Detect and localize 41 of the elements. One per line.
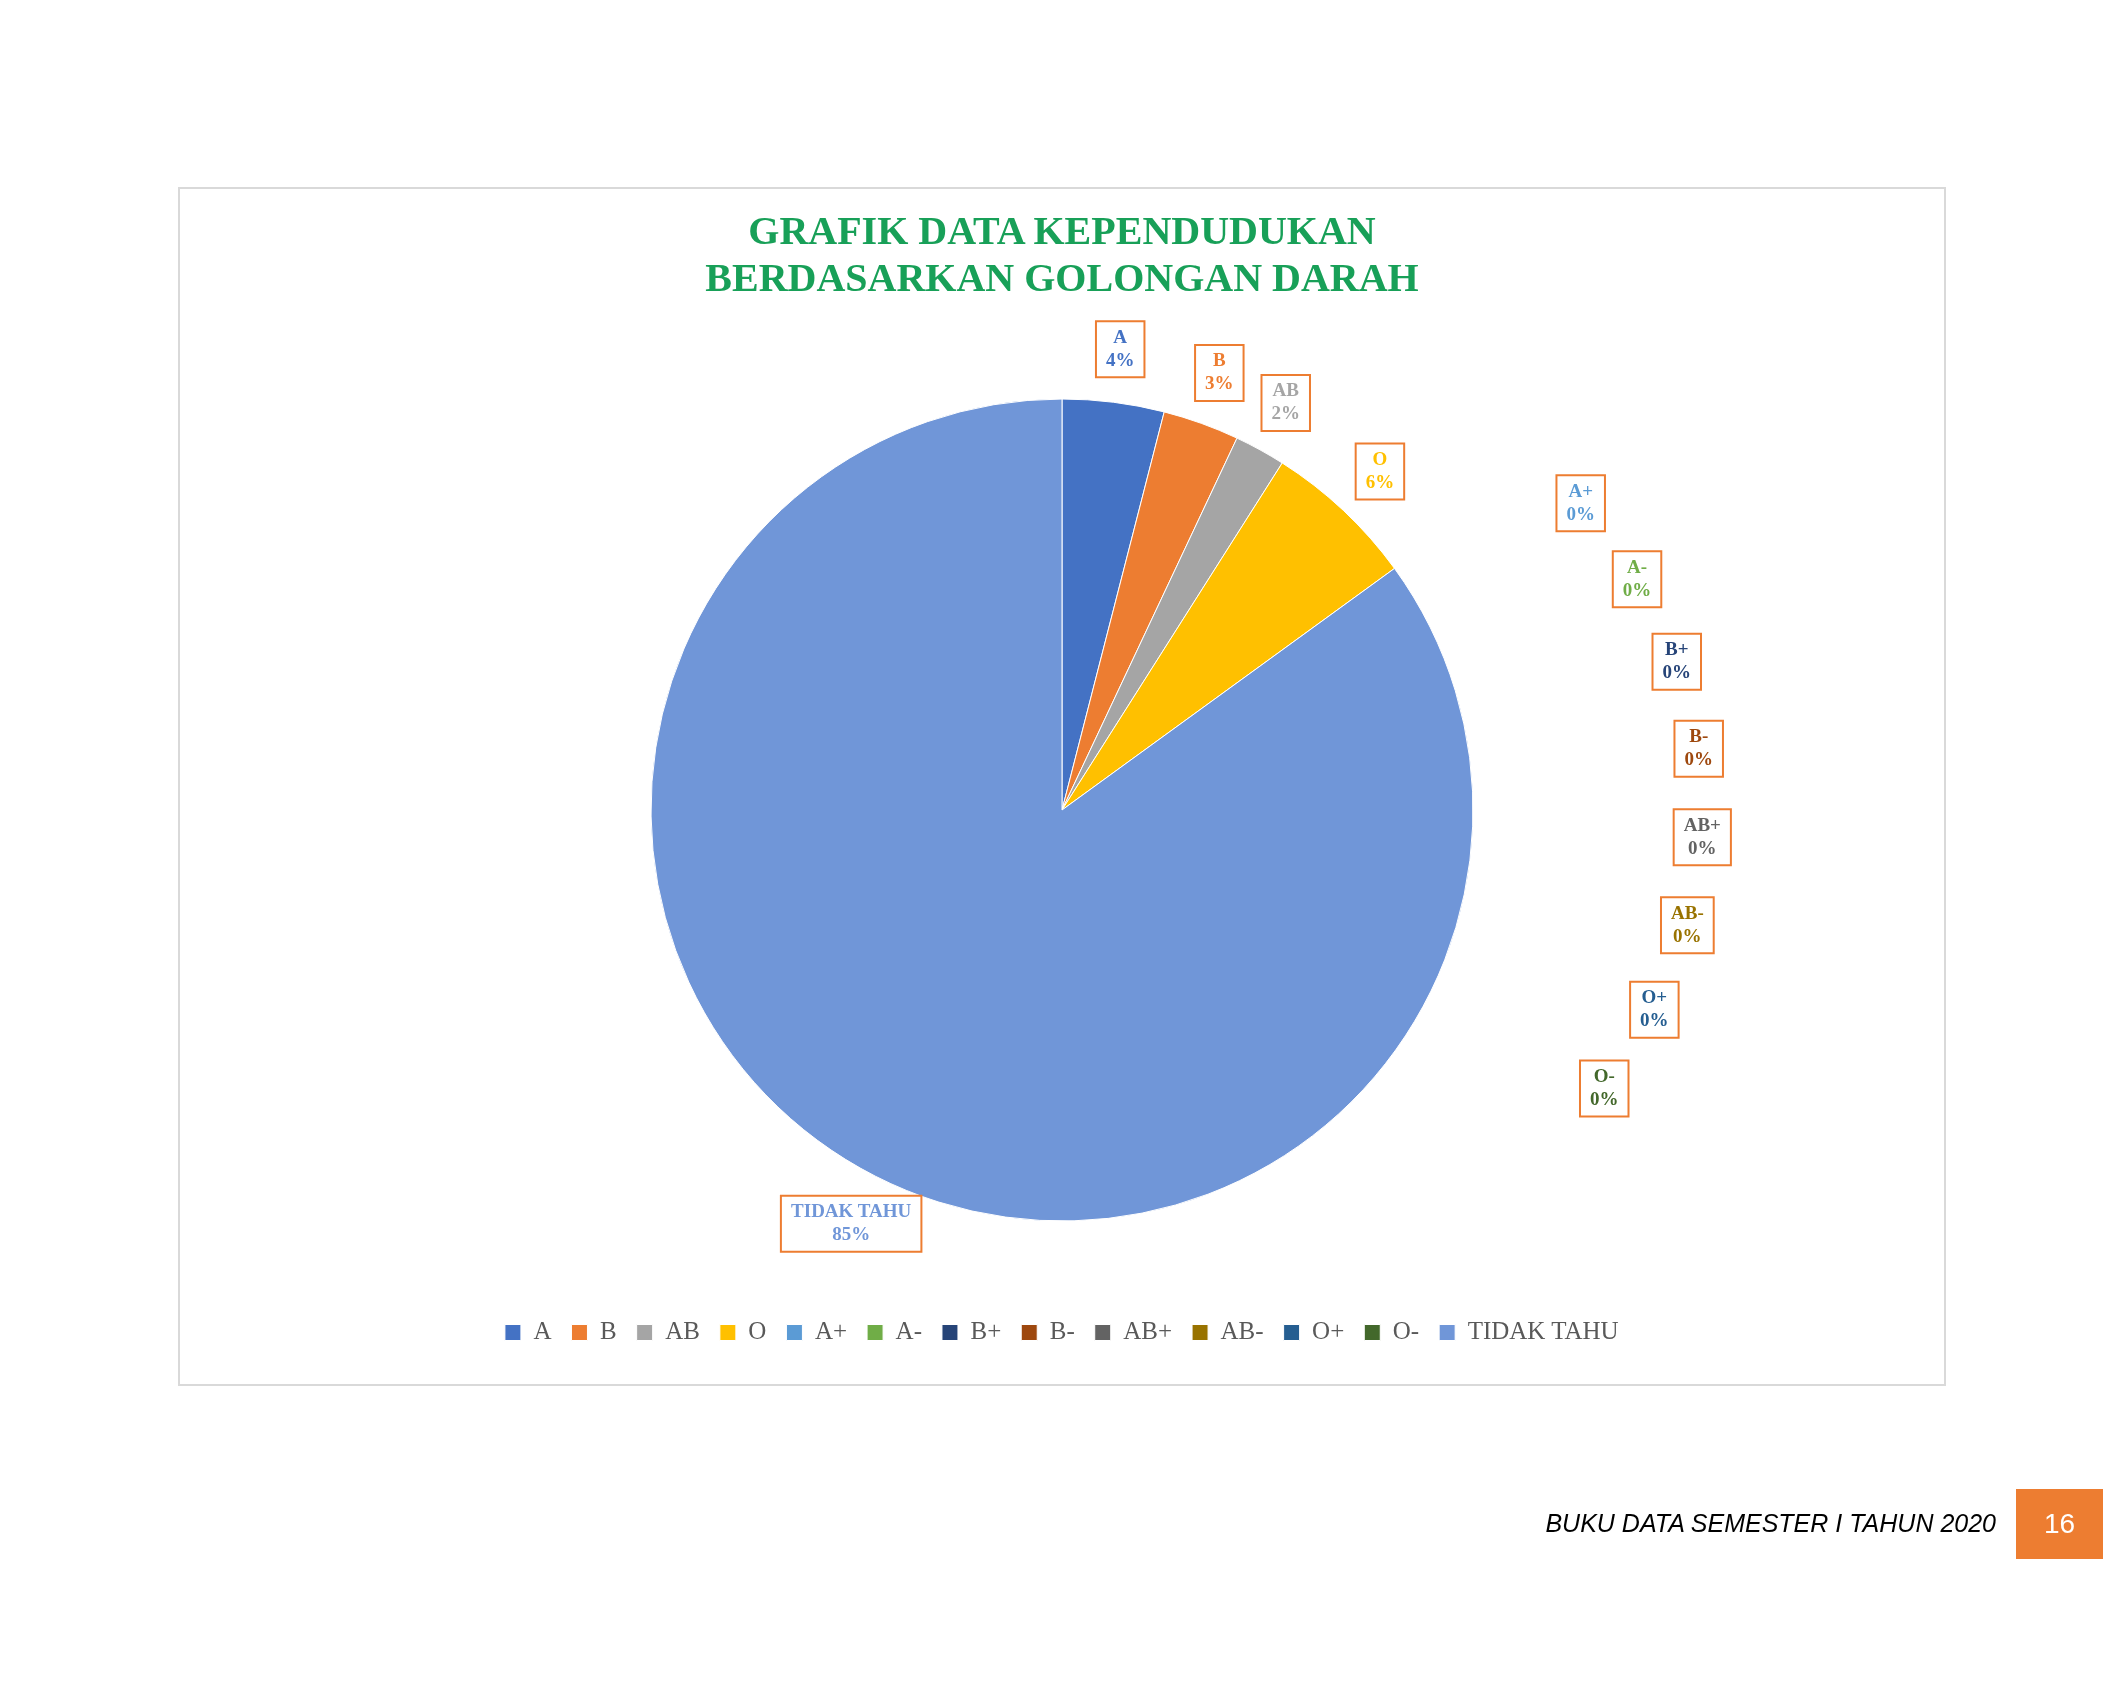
slice-label: TIDAK TAHU <box>791 1200 912 1222</box>
slice-label: O <box>1372 447 1388 469</box>
text: BUKU DATA SEMESTER I TAHUN 2020 <box>1545 1508 1996 1539</box>
text: 0% <box>1566 502 1595 524</box>
chart-title: GRAFIK DATA KEPENDUDUKAN BERDASARKAN GOLONGAN DARAH <box>704 207 1420 301</box>
text: 0% <box>1684 748 1713 770</box>
category-label: A+ <box>1568 479 1593 501</box>
category-label: O- <box>1593 1064 1615 1086</box>
legend-label: A <box>533 1317 552 1345</box>
legend-label: AB+ <box>1123 1317 1173 1345</box>
data-label: 2% <box>1271 402 1300 424</box>
legend-label: A+ <box>814 1317 848 1345</box>
category-label: AB+ <box>1683 813 1721 835</box>
text: 0% <box>1590 1087 1619 1109</box>
text: 0% <box>1673 924 1702 946</box>
legend-label: AB- <box>1220 1317 1264 1345</box>
category-label: AB- <box>1670 901 1704 923</box>
text: 0% <box>1688 836 1717 858</box>
legend-label: O <box>748 1317 767 1345</box>
legend-label: AB <box>665 1317 700 1345</box>
category-label: A- <box>1627 555 1648 577</box>
data-label: 4% <box>1105 348 1135 370</box>
legend-label: O- <box>1392 1317 1420 1345</box>
text: 0% <box>1662 661 1692 683</box>
slice-label: A <box>1113 325 1128 347</box>
category-label: B- <box>1689 725 1709 747</box>
data-label: 85% <box>832 1223 871 1245</box>
text: 0% <box>1640 1009 1669 1031</box>
text: 0% <box>1622 578 1652 600</box>
legend-label: B+ <box>970 1317 1002 1345</box>
legend-label: TIDAK TAHU <box>1467 1317 1619 1345</box>
legend-label: B <box>599 1317 617 1345</box>
legend-label: A- <box>895 1317 922 1345</box>
category-label: B+ <box>1665 638 1689 660</box>
data-label: 3% <box>1205 372 1234 394</box>
legend-label: B- <box>1049 1317 1075 1345</box>
slice-label: AB <box>1272 379 1300 401</box>
legend-label: O+ <box>1312 1317 1345 1345</box>
slice-label: B <box>1212 349 1226 371</box>
data-label: 6% <box>1365 470 1395 492</box>
category-label: O+ <box>1641 986 1668 1008</box>
